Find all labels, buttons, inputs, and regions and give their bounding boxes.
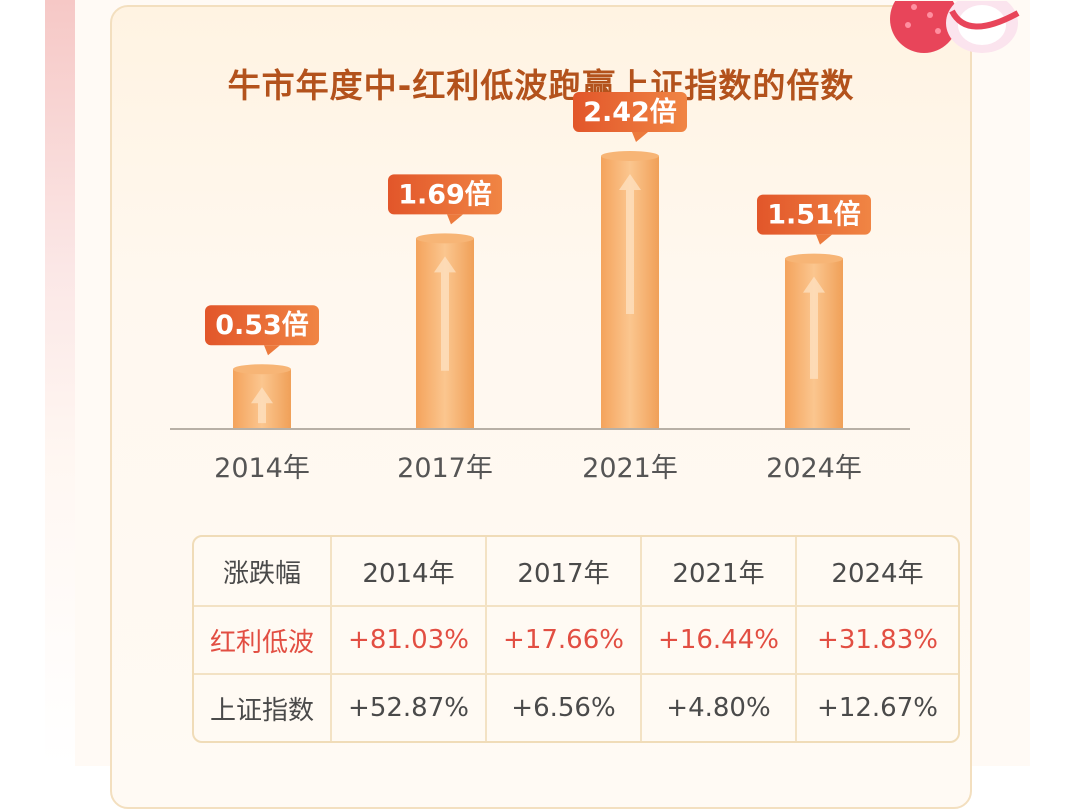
- change-table: 涨跌幅 2014年 2017年 2021年 2024年 红利低波 +81.03%…: [192, 535, 960, 743]
- table-header-cell: 2017年: [485, 537, 640, 605]
- table-cell: +17.66%: [485, 607, 640, 673]
- value-label-bg: [388, 174, 502, 215]
- chart-title: 牛市年度中-红利低波跑赢上证指数的倍数: [227, 66, 855, 105]
- x-tick-label: 2014年: [214, 453, 310, 484]
- table-header-row: 涨跌幅 2014年 2017年 2021年 2024年: [194, 537, 958, 605]
- value-label-text: 2.42倍: [583, 96, 677, 128]
- up-arrow-icon: [434, 256, 456, 371]
- table-cell: +81.03%: [330, 607, 485, 673]
- table-header-cell: 2014年: [330, 537, 485, 605]
- bar-cap: [233, 364, 291, 375]
- value-label-text: 1.69倍: [398, 178, 492, 210]
- page-content: 牛市年度中-红利低波跑赢上证指数的倍数 0.53倍 2014年 1.69倍 2017年…: [75, 0, 1030, 809]
- value-label-text: 0.53倍: [215, 309, 309, 341]
- table-header-cell: 涨跌幅: [222, 558, 301, 589]
- lychee-decoration-icon: [890, 1, 1020, 53]
- x-tick-label: 2024年: [766, 453, 862, 484]
- table-header-cell: 2021年: [640, 537, 795, 605]
- table-cell: +31.83%: [795, 607, 958, 673]
- chart-card: 牛市年度中-红利低波跑赢上证指数的倍数 0.53倍 2014年 1.69倍 2017年…: [110, 1, 1020, 809]
- value-label-bg: [757, 194, 871, 235]
- x-tick-label: 2021年: [582, 453, 678, 484]
- table-cell: +4.80%: [640, 675, 795, 741]
- table-row: 红利低波 +81.03% +17.66% +16.44% +31.83%: [194, 605, 958, 673]
- value-label-bg: [205, 305, 319, 346]
- row-label-sse-index: 上证指数: [209, 695, 314, 726]
- table-row: 上证指数 +52.87% +6.56% +4.80% +12.67%: [194, 673, 958, 741]
- value-label: 0.53倍: [205, 305, 319, 356]
- bar-2021年: [601, 151, 659, 430]
- value-label-pointer: [447, 214, 463, 225]
- value-label-pointer: [816, 234, 832, 245]
- value-label-text: 1.51倍: [767, 199, 861, 231]
- bar-2017年: [416, 233, 474, 429]
- value-label-bg: [573, 92, 687, 133]
- bar-2014年: [233, 364, 291, 429]
- up-arrow-icon: [251, 387, 273, 424]
- bar-cap: [785, 253, 843, 264]
- x-tick-label: 2017年: [397, 453, 493, 484]
- value-label: 2.42倍: [573, 92, 687, 143]
- table-cell: +52.87%: [330, 675, 485, 741]
- value-label: 1.51倍: [757, 194, 871, 245]
- value-label-pointer: [632, 132, 648, 143]
- table-header-cell: 2024年: [795, 537, 958, 605]
- table-cell: +16.44%: [640, 607, 795, 673]
- bar-cap: [601, 151, 659, 162]
- left-side-band: [45, 0, 75, 766]
- up-arrow-icon: [803, 276, 825, 379]
- value-label: 1.69倍: [388, 174, 502, 225]
- bar-2024年: [785, 253, 843, 429]
- value-label-pointer: [264, 345, 280, 356]
- bar-chart: 0.53倍 2014年 1.69倍 2017年 2.42倍 2021年 1.51倍 2024年: [170, 92, 910, 484]
- table-cell: +6.56%: [485, 675, 640, 741]
- bar-cap: [416, 233, 474, 244]
- up-arrow-icon: [619, 174, 641, 315]
- table-cell: +12.67%: [795, 675, 958, 741]
- row-label-dividend-low-vol: 红利低波: [209, 627, 314, 658]
